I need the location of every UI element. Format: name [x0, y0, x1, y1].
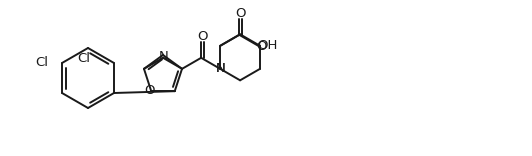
Text: Cl: Cl: [78, 51, 90, 64]
Text: Cl: Cl: [35, 56, 48, 70]
Text: OH: OH: [257, 39, 278, 52]
Text: O: O: [235, 7, 245, 20]
Text: O: O: [144, 84, 154, 97]
Text: N: N: [215, 62, 225, 75]
Text: O: O: [256, 40, 267, 53]
Text: O: O: [197, 30, 207, 43]
Text: N: N: [215, 62, 225, 75]
Text: N: N: [159, 51, 169, 63]
